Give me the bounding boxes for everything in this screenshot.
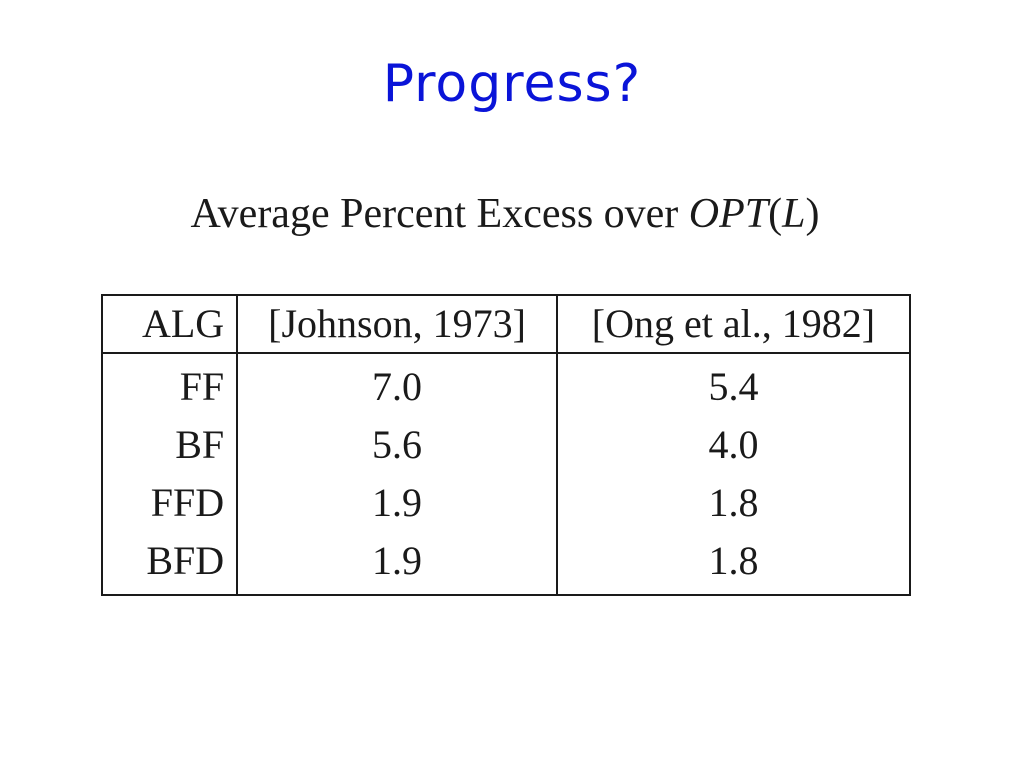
table-row: BFD 1.9 1.8: [100, 532, 912, 595]
row-alg: FFD: [100, 474, 239, 532]
row-johnson-value: 1.9: [236, 532, 558, 595]
caption-math-arg: L: [782, 191, 806, 237]
header-ong: [Ong et al., 1982]: [555, 295, 912, 354]
table-row: BF 5.6 4.0: [100, 416, 912, 474]
row-ong-value: 4.0: [555, 416, 912, 474]
results-table: ALG [Johnson, 1973] [Ong et al., 1982] F…: [100, 294, 912, 596]
row-johnson-value: 7.0: [236, 353, 558, 416]
header-alg: ALG: [100, 295, 239, 354]
caption-math: OPT(L): [689, 191, 820, 237]
row-johnson-value: 5.6: [236, 416, 558, 474]
row-ong-value: 1.8: [555, 532, 912, 595]
row-johnson-value: 1.9: [236, 474, 558, 532]
row-alg: FF: [100, 353, 239, 416]
table-row: FFD 1.9 1.8: [100, 474, 912, 532]
caption-text: Average Percent Excess over: [190, 191, 689, 237]
table-caption: Average Percent Excess over OPT(L): [0, 193, 1010, 235]
caption-math-close-paren: ): [805, 191, 820, 237]
row-ong-value: 1.8: [555, 474, 912, 532]
table-header-row: ALG [Johnson, 1973] [Ong et al., 1982]: [100, 295, 912, 354]
row-ong-value: 5.4: [555, 353, 912, 416]
header-johnson: [Johnson, 1973]: [236, 295, 558, 354]
caption-math-open-paren: (: [768, 191, 783, 237]
caption-math-name: OPT: [688, 191, 769, 237]
row-alg: BFD: [100, 532, 239, 595]
slide-title: Progress?: [382, 54, 642, 114]
row-alg: BF: [100, 416, 239, 474]
table-row: FF 7.0 5.4: [100, 353, 912, 416]
